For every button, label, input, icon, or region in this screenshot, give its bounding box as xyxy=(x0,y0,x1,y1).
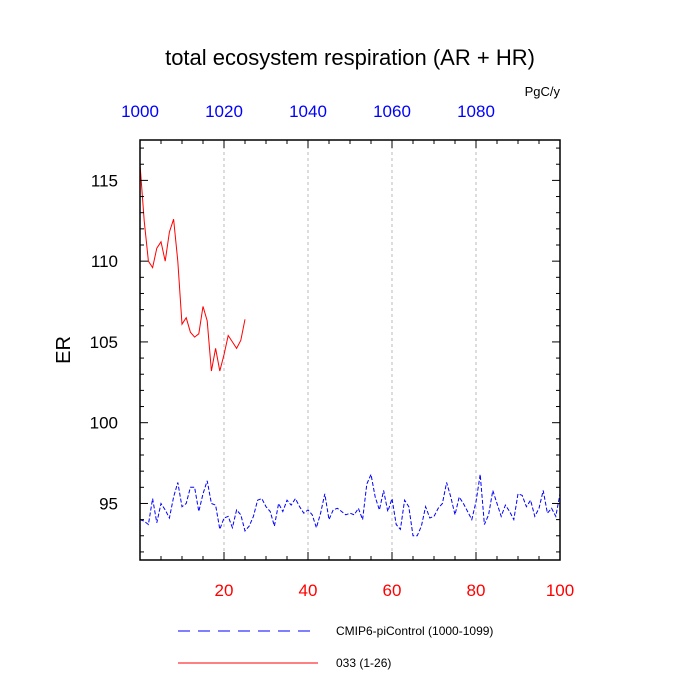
chart-title: total ecosystem respiration (AR + HR) xyxy=(165,45,535,70)
top-tick-label: 1080 xyxy=(457,102,495,121)
y-axis-label: ER xyxy=(53,336,75,364)
grid-lines xyxy=(223,140,477,560)
y-tick-label: 110 xyxy=(91,252,118,271)
y-tick-label: 105 xyxy=(90,333,118,352)
top-tick-label: 1040 xyxy=(289,102,327,121)
plot-frame xyxy=(139,139,561,561)
y-tick-label: 115 xyxy=(91,171,118,190)
tick-labels: 20 40 60 80 100 1000 1020 1040 1060 1080 95 100 105 1… xyxy=(90,102,575,600)
top-tick-label: 1000 xyxy=(121,102,159,121)
legend: CMIP6-piControl (1000-1099) 033 (1-26) xyxy=(178,624,493,670)
x-tick-label: 100 xyxy=(546,581,574,600)
x-tick-label: 40 xyxy=(299,581,318,600)
series-line-run-033 xyxy=(139,164,246,372)
x-tick-label: 80 xyxy=(467,581,486,600)
series-line-picontrol xyxy=(139,472,561,537)
axis-ticks xyxy=(140,140,560,560)
units-label: PgC/y xyxy=(525,84,561,99)
y-tick-label: 95 xyxy=(99,494,118,513)
x-tick-label: 20 xyxy=(215,581,234,600)
legend-label: CMIP6-piControl (1000-1099) xyxy=(336,624,493,638)
x-tick-label: 60 xyxy=(383,581,402,600)
y-tick-label: 100 xyxy=(90,414,118,433)
top-tick-label: 1060 xyxy=(373,102,411,121)
legend-label: 033 (1-26) xyxy=(336,656,391,670)
series-layer xyxy=(139,164,561,537)
top-tick-label: 1020 xyxy=(205,102,243,121)
